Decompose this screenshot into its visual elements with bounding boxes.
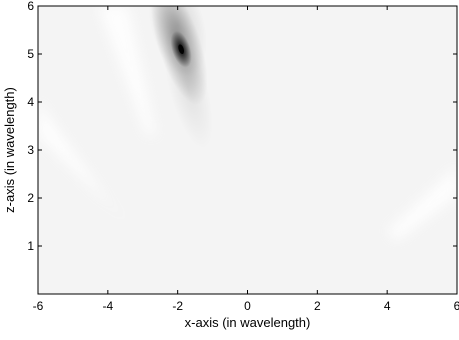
plot-area xyxy=(37,5,458,295)
y-tick-label: 6 xyxy=(27,0,34,13)
y-tick-label: 2 xyxy=(27,191,34,205)
x-tick-label: -6 xyxy=(33,299,44,313)
streak-artifact xyxy=(98,6,156,136)
peak-marker xyxy=(178,44,184,55)
heatmap-layer xyxy=(38,6,457,241)
intensity-blob xyxy=(163,26,213,150)
x-tick-label: -2 xyxy=(172,299,183,313)
x-axis-ticks: -6 -4 -2 0 2 4 6 xyxy=(33,6,459,313)
x-tick-label: 2 xyxy=(314,299,321,313)
y-tick-label: 3 xyxy=(27,143,34,157)
x-axis-label: x-axis (in wavelength) xyxy=(185,315,311,330)
x-tick-label: 0 xyxy=(244,299,251,313)
y-tick-label: 5 xyxy=(27,47,34,61)
y-tick-label: 4 xyxy=(27,95,34,109)
x-tick-label: 6 xyxy=(454,299,459,313)
y-axis-label: z-axis (in wavelength) xyxy=(2,87,17,213)
streak-artifact xyxy=(387,166,457,241)
x-tick-label: 4 xyxy=(384,299,391,313)
plot-background xyxy=(38,6,457,294)
y-axis-ticks: 1 2 3 4 5 6 xyxy=(27,0,457,253)
y-tick-label: 1 xyxy=(27,239,34,253)
x-tick-label: -4 xyxy=(102,299,113,313)
